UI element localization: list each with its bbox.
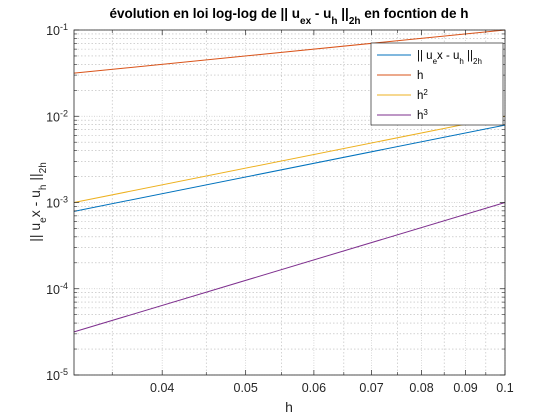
chart-title: évolution en loi log-log de || uex - uh …	[109, 6, 468, 27]
y-tick-label: 10-3	[46, 195, 68, 211]
x-tick-label: 0.07	[359, 381, 383, 395]
x-tick-label: 0.04	[150, 381, 174, 395]
y-tick-labels: 10-5 10-4 10-3 10-2 10-1	[46, 22, 68, 383]
y-tick-label: 10-5	[46, 367, 68, 383]
legend-label-0: || uex - uh ||2h	[417, 50, 482, 66]
x-tick-label: 0.05	[234, 381, 258, 395]
x-tick-label: 0.09	[453, 381, 477, 395]
x-tick-label: 0.08	[409, 381, 433, 395]
legend-label-3: h3	[417, 108, 428, 123]
series-line-2	[73, 115, 506, 203]
y-tick-label: 10-1	[46, 22, 68, 38]
y-axis-label: || uex - uh ||2h	[27, 162, 49, 242]
title-part-0: évolution en loi log-log de || u	[109, 6, 300, 21]
x-axis-label: h	[285, 399, 293, 415]
axis-ticks	[74, 29, 506, 376]
ylabel-part-2: x - u	[27, 190, 43, 217]
y-tick-label: 10-4	[46, 281, 68, 297]
title-part-3: h	[331, 16, 337, 27]
ylabel-part-5: 2h	[38, 162, 49, 173]
title-part-1: ex	[300, 16, 312, 27]
x-tick-label: 0.1	[496, 381, 513, 395]
x-tick-labels: 0.04 0.05 0.06 0.07 0.08 0.09 0.1	[150, 381, 514, 395]
legend: || uex - uh ||2h h h2 h3	[370, 42, 504, 126]
ylabel-part-1: e	[38, 217, 49, 223]
series-line-0	[73, 124, 506, 212]
series-layer	[73, 29, 506, 333]
legend-label-1: h	[417, 70, 423, 82]
legend-box	[370, 42, 504, 126]
title-part-6: en focntion de h	[361, 6, 469, 21]
x-tick-label: 0.06	[302, 381, 326, 395]
title-part-5: 2h	[349, 16, 361, 27]
ylabel-part-3: h	[38, 184, 49, 190]
title-part-4: ||	[338, 6, 349, 21]
y-tick-label: 10-2	[46, 108, 68, 124]
ylabel-part-4: ||	[27, 173, 43, 184]
series-line-3	[73, 202, 506, 333]
ylabel-part-0: || u	[27, 223, 43, 242]
title-part-2: - u	[311, 6, 331, 21]
series-line-1	[73, 29, 506, 74]
legend-label-2: h2	[417, 88, 428, 103]
